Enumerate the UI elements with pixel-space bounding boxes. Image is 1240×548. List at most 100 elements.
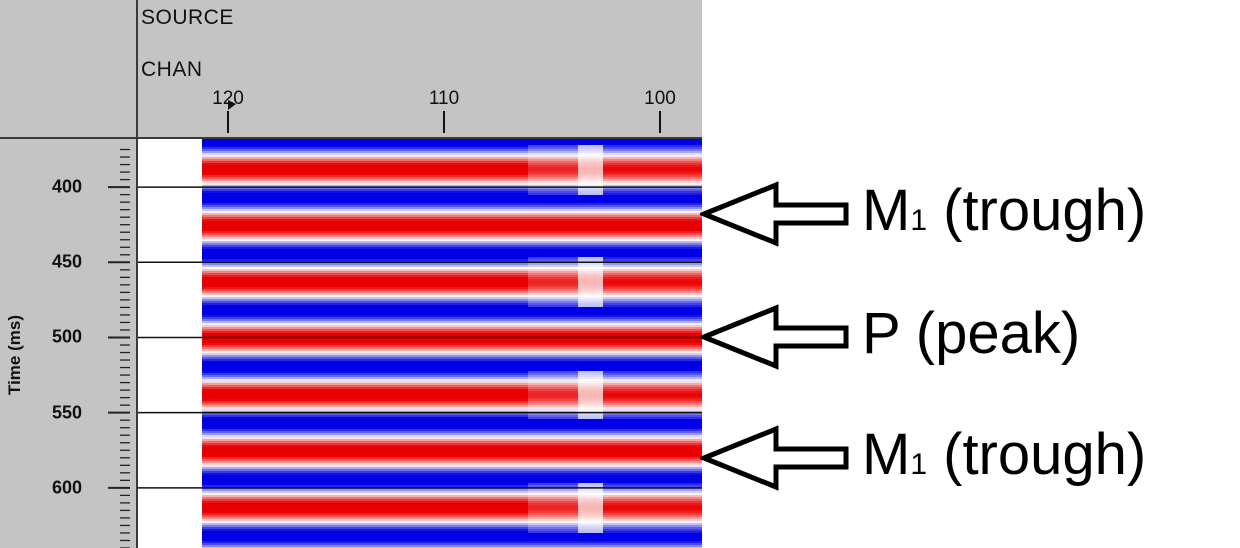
seismic-amplitude-band <box>202 349 528 352</box>
seismic-amplitude-band <box>202 187 528 190</box>
seismic-amplitude-band <box>202 147 528 150</box>
seismic-amplitude-band <box>603 279 702 282</box>
seismic-amplitude-band <box>578 297 603 300</box>
seismic-amplitude-band <box>603 175 702 178</box>
seismic-amplitude-band <box>202 431 528 434</box>
seismic-amplitude-band <box>578 503 603 506</box>
seismic-amplitude-band <box>603 495 702 498</box>
seismic-amplitude-band <box>528 289 578 292</box>
seismic-amplitude-band <box>202 253 528 256</box>
seismic-amplitude-band <box>578 299 603 302</box>
seismic-amplitude-band <box>578 321 603 324</box>
seismic-amplitude-band <box>528 179 578 182</box>
seismic-amplitude-band <box>603 463 702 466</box>
seismic-amplitude-band <box>603 195 702 198</box>
seismic-amplitude-band <box>202 441 528 444</box>
seismic-amplitude-band <box>528 315 578 318</box>
seismic-amplitude-band <box>603 179 702 182</box>
seismic-amplitude-band <box>578 443 603 446</box>
seismic-amplitude-band <box>202 305 528 308</box>
seismic-amplitude-band <box>578 243 603 246</box>
seismic-amplitude-band <box>202 193 528 196</box>
seismic-amplitude-band <box>578 357 603 360</box>
seismic-amplitude-band <box>578 211 603 214</box>
seismic-amplitude-band <box>528 543 578 546</box>
seismic-amplitude-band <box>578 295 603 298</box>
seismic-amplitude-band <box>578 475 603 478</box>
seismic-amplitude-band <box>578 461 603 464</box>
seismic-amplitude-band <box>202 443 528 446</box>
seismic-amplitude-band <box>202 455 528 458</box>
seismic-amplitude-band <box>528 371 578 374</box>
seismic-amplitude-band <box>528 473 578 476</box>
seismic-amplitude-band <box>578 285 603 288</box>
seismic-amplitude-band <box>578 363 603 366</box>
seismic-amplitude-band <box>603 507 702 510</box>
seismic-amplitude-band <box>578 317 603 320</box>
seismic-amplitude-band <box>578 371 603 374</box>
seismic-amplitude-band <box>578 345 603 348</box>
seismic-amplitude-band <box>528 347 578 350</box>
seismic-amplitude-band <box>603 319 702 322</box>
seismic-amplitude-band <box>603 421 702 424</box>
seismic-amplitude-band <box>603 285 702 288</box>
annotation-text: (trough) <box>927 421 1147 487</box>
seismic-amplitude-band <box>528 335 578 338</box>
seismic-amplitude-band <box>528 467 578 470</box>
seismic-amplitude-band <box>528 251 578 254</box>
seismic-amplitude-band <box>202 403 528 406</box>
seismic-amplitude-band <box>202 161 528 164</box>
seismic-amplitude-band <box>202 297 528 300</box>
seismic-amplitude-band <box>528 141 578 144</box>
seismic-amplitude-band <box>528 445 578 448</box>
seismic-amplitude-band <box>202 199 528 202</box>
seismic-amplitude-band <box>202 401 528 404</box>
seismic-amplitude-band <box>603 531 702 534</box>
seismic-amplitude-band <box>528 295 578 298</box>
seismic-amplitude-band <box>603 535 702 538</box>
seismic-amplitude-band <box>603 511 702 514</box>
seismic-amplitude-band <box>528 181 578 184</box>
seismic-amplitude-band <box>528 353 578 356</box>
seismic-amplitude-band <box>578 401 603 404</box>
seismic-amplitude-band <box>528 475 578 478</box>
seismic-amplitude-band <box>603 399 702 402</box>
seismic-amplitude-band <box>202 339 528 342</box>
seismic-amplitude-band <box>202 499 528 502</box>
seismic-amplitude-band <box>578 289 603 292</box>
seismic-amplitude-band <box>578 257 603 260</box>
seismic-amplitude-band <box>202 207 528 210</box>
seismic-amplitude-band <box>202 465 528 468</box>
seismic-amplitude-band <box>528 245 578 248</box>
seismic-amplitude-band <box>603 201 702 204</box>
seismic-amplitude-band <box>528 431 578 434</box>
seismic-amplitude-band <box>578 439 603 442</box>
seismic-amplitude-band <box>528 385 578 388</box>
seismic-amplitude-band <box>528 163 578 166</box>
seismic-amplitude-band <box>578 153 603 156</box>
seismic-amplitude-band <box>528 185 578 188</box>
seismic-amplitude-band <box>528 479 578 482</box>
seismic-amplitude-band <box>603 401 702 404</box>
seismic-amplitude-band <box>202 149 528 152</box>
seismic-amplitude-band <box>528 365 578 368</box>
seismic-amplitude-band <box>578 429 603 432</box>
seismic-amplitude-band <box>528 171 578 174</box>
seismic-amplitude-band <box>202 317 528 320</box>
seismic-amplitude-band <box>528 523 578 526</box>
seismic-amplitude-band <box>528 325 578 328</box>
seismic-amplitude-band <box>578 179 603 182</box>
seismic-amplitude-band <box>578 313 603 316</box>
seismic-amplitude-band <box>202 139 528 142</box>
seismic-amplitude-band <box>603 289 702 292</box>
seismic-amplitude-band <box>603 215 702 218</box>
seismic-amplitude-band <box>528 263 578 266</box>
seismic-amplitude-band <box>578 341 603 344</box>
seismic-amplitude-band <box>202 299 528 302</box>
seismic-amplitude-band <box>603 465 702 468</box>
seismic-amplitude-band <box>603 409 702 412</box>
seismic-amplitude-band <box>578 399 603 402</box>
seismic-amplitude-band <box>578 283 603 286</box>
seismic-amplitude-band <box>603 231 702 234</box>
seismic-amplitude-band <box>578 447 603 450</box>
